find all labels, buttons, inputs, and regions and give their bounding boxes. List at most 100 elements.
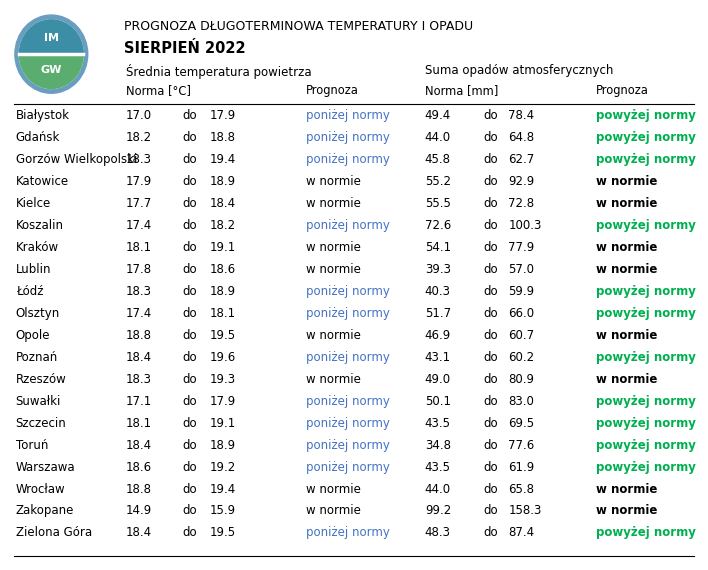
- Text: 17.8: 17.8: [126, 263, 152, 276]
- Text: do: do: [183, 482, 198, 495]
- Text: Prognoza: Prognoza: [306, 84, 359, 97]
- Text: 18.1: 18.1: [126, 241, 152, 254]
- Text: powyżej normy: powyżej normy: [596, 307, 696, 320]
- Text: Gdańsk: Gdańsk: [16, 131, 60, 144]
- Text: do: do: [183, 329, 198, 342]
- Text: 18.2: 18.2: [210, 219, 236, 232]
- Text: w normie: w normie: [306, 241, 361, 254]
- Text: Zielona Góra: Zielona Góra: [16, 527, 92, 539]
- Text: 72.6: 72.6: [425, 219, 451, 232]
- Text: 43.5: 43.5: [425, 461, 451, 474]
- Text: powyżej normy: powyżej normy: [596, 527, 696, 539]
- Text: do: do: [183, 351, 198, 364]
- Text: poniżej normy: poniżej normy: [306, 439, 389, 451]
- Text: do: do: [484, 285, 498, 298]
- Text: do: do: [183, 131, 198, 144]
- Text: 49.0: 49.0: [425, 373, 451, 386]
- Text: do: do: [183, 109, 198, 123]
- Text: do: do: [484, 482, 498, 495]
- Text: 14.9: 14.9: [126, 504, 152, 518]
- Text: 54.1: 54.1: [425, 241, 451, 254]
- Text: 18.4: 18.4: [126, 351, 152, 364]
- Text: 77.6: 77.6: [508, 439, 535, 451]
- Text: powyżej normy: powyżej normy: [596, 351, 696, 364]
- Text: 39.3: 39.3: [425, 263, 451, 276]
- Text: do: do: [183, 527, 198, 539]
- Text: poniżej normy: poniżej normy: [306, 131, 389, 144]
- Text: w normie: w normie: [306, 197, 361, 210]
- Wedge shape: [19, 54, 84, 88]
- Text: 18.4: 18.4: [210, 197, 236, 210]
- Text: w normie: w normie: [306, 263, 361, 276]
- Text: 17.9: 17.9: [126, 175, 152, 188]
- Text: 87.4: 87.4: [508, 527, 535, 539]
- Text: 19.5: 19.5: [210, 329, 236, 342]
- Text: 18.8: 18.8: [210, 131, 236, 144]
- Text: do: do: [484, 131, 498, 144]
- Text: poniżej normy: poniżej normy: [306, 461, 389, 474]
- Text: do: do: [484, 394, 498, 408]
- Text: do: do: [183, 175, 198, 188]
- Text: 72.8: 72.8: [508, 197, 535, 210]
- Text: Wrocław: Wrocław: [16, 482, 65, 495]
- Text: w normie: w normie: [596, 329, 658, 342]
- Text: w normie: w normie: [596, 482, 658, 495]
- Text: Średnia temperatura powietrza: Średnia temperatura powietrza: [126, 64, 312, 79]
- Text: 17.4: 17.4: [126, 307, 152, 320]
- Text: 55.2: 55.2: [425, 175, 451, 188]
- Text: do: do: [183, 219, 198, 232]
- Text: do: do: [484, 219, 498, 232]
- Text: 80.9: 80.9: [508, 373, 535, 386]
- Text: do: do: [183, 439, 198, 451]
- Text: 17.1: 17.1: [126, 394, 152, 408]
- Text: do: do: [183, 417, 198, 430]
- Text: w normie: w normie: [596, 197, 658, 210]
- Text: 59.9: 59.9: [508, 285, 535, 298]
- Text: 18.6: 18.6: [210, 263, 236, 276]
- Text: 50.1: 50.1: [425, 394, 451, 408]
- Text: 18.4: 18.4: [126, 439, 152, 451]
- Text: Toruń: Toruń: [16, 439, 48, 451]
- Text: do: do: [484, 307, 498, 320]
- Text: 18.8: 18.8: [126, 482, 152, 495]
- Text: 19.1: 19.1: [210, 417, 236, 430]
- Text: poniżej normy: poniżej normy: [306, 307, 389, 320]
- Text: Koszalin: Koszalin: [16, 219, 64, 232]
- Text: 99.2: 99.2: [425, 504, 451, 518]
- Text: 100.3: 100.3: [508, 219, 542, 232]
- Text: Opole: Opole: [16, 329, 50, 342]
- Text: 15.9: 15.9: [210, 504, 236, 518]
- Text: 64.8: 64.8: [508, 131, 535, 144]
- Text: 46.9: 46.9: [425, 329, 451, 342]
- Text: w normie: w normie: [306, 175, 361, 188]
- Text: powyżej normy: powyżej normy: [596, 461, 696, 474]
- Text: 60.2: 60.2: [508, 351, 535, 364]
- Text: Łódź: Łódź: [16, 285, 43, 298]
- Text: powyżej normy: powyżej normy: [596, 285, 696, 298]
- Text: w normie: w normie: [596, 175, 658, 188]
- Text: powyżej normy: powyżej normy: [596, 109, 696, 123]
- Text: 49.4: 49.4: [425, 109, 451, 123]
- Text: Lublin: Lublin: [16, 263, 51, 276]
- Text: 48.3: 48.3: [425, 527, 451, 539]
- Text: w normie: w normie: [306, 482, 361, 495]
- Text: 83.0: 83.0: [508, 394, 535, 408]
- Text: w normie: w normie: [306, 504, 361, 518]
- Text: SIERPIEŃ 2022: SIERPIEŃ 2022: [124, 41, 246, 56]
- Text: poniżej normy: poniżej normy: [306, 219, 389, 232]
- Text: do: do: [484, 439, 498, 451]
- Text: Poznań: Poznań: [16, 351, 58, 364]
- Text: 19.1: 19.1: [210, 241, 236, 254]
- Text: 40.3: 40.3: [425, 285, 451, 298]
- Text: 17.0: 17.0: [126, 109, 152, 123]
- Text: 57.0: 57.0: [508, 263, 535, 276]
- Text: Szczecin: Szczecin: [16, 417, 67, 430]
- Text: 18.9: 18.9: [210, 285, 236, 298]
- Text: do: do: [484, 109, 498, 123]
- Text: 92.9: 92.9: [508, 175, 535, 188]
- Circle shape: [19, 20, 84, 88]
- Text: 77.9: 77.9: [508, 241, 535, 254]
- Text: Suwałki: Suwałki: [16, 394, 61, 408]
- Text: Kielce: Kielce: [16, 197, 51, 210]
- Text: 18.1: 18.1: [126, 417, 152, 430]
